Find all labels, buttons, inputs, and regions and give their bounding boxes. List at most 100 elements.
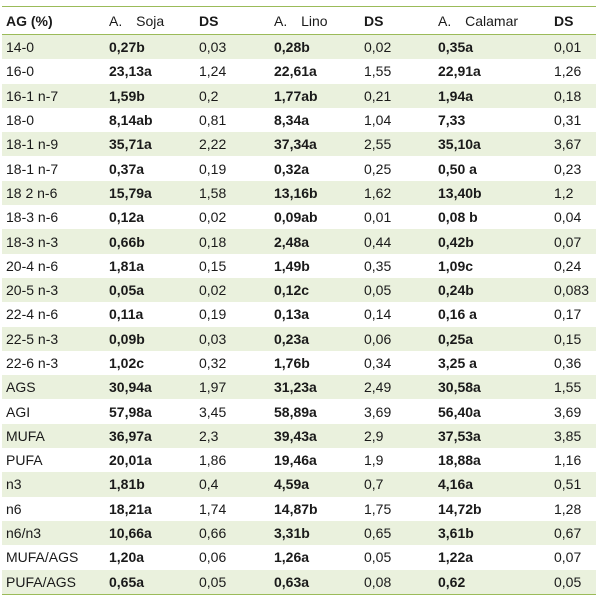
squid-value: 7,33 [438,112,466,129]
row-label: 22-6 n-3 [6,355,59,371]
linseed-sd: 2,9 [364,427,384,444]
table-row: 18-1 n-9 35,71a 2,22 37,34a 2,55 35,10a 3,67 [2,132,596,157]
header-linseed-oil: A. Lino [270,6,360,35]
squid-sd: 0,24 [554,257,582,274]
table-header: AG (%) A. Soja DS A. Lino DS A. Calamar … [2,6,596,35]
squid-sd: 0,18 [554,87,582,104]
row-label: AGS [6,379,36,396]
linseed-sd: 1,55 [364,63,392,80]
soy-value: 23,13a [109,63,152,80]
linseed-sd: 0,06 [364,330,392,347]
linseed-value: 1,49b [274,257,310,274]
squid-sd: 0,23 [554,160,582,177]
squid-value: 1,94a [438,87,474,104]
table-row: 18 2 n-6 15,79a 1,58 13,16b 1,62 13,40b 1,2 [2,180,596,206]
squid-sd: 0,51 [554,476,582,493]
table-row: 16-0 23,13a 1,24 22,61a 1,55 22,91a 1,26 [2,59,596,84]
table-row: PUFA/AGS 0,65a 0,05 0,63a 0,08 0,62 0,05 [2,569,596,595]
soy-value: 0,12a [109,209,145,226]
soy-sd: 0,05 [195,569,270,595]
row-label: 18-3 n-6 [6,209,59,226]
linseed-value: 13,16b [274,184,318,201]
squid-sd: 0,67 [554,525,582,542]
row-label: MUFA/AGS [6,549,79,566]
squid-value: 0,16 a [438,306,477,323]
squid-value: 0,35a [438,39,474,56]
fatty-acid-table-container: AG (%) A. Soja DS A. Lino DS A. Calamar … [2,6,596,595]
squid-sd: 1,2 [554,184,574,201]
squid-value: 0,62 [434,569,550,595]
linseed-value: 0,13a [274,306,310,323]
squid-sd: 0,07 [554,233,582,250]
table-row: 20-5 n-3 0,05a 0,02 0,12c 0,05 0,24b 0,083 [2,277,596,303]
soy-sd: 1,74 [199,500,227,517]
table-row: MUFA/AGS 1,20a 0,06 1,26a 0,05 1,22a 0,07 [2,545,596,570]
linseed-value: 22,61a [274,63,317,80]
soy-value: 0,09b [109,330,145,347]
row-label: PUFA [6,452,43,469]
squid-value: 1,09c [438,257,474,274]
linseed-sd: 0,08 [360,569,434,595]
squid-sd: 0,17 [554,306,582,323]
header-row: AG (%) A. Soja DS A. Lino DS A. Calamar … [2,6,596,35]
squid-value: 18,88a [438,452,481,469]
linseed-sd: 2,55 [364,136,392,153]
row-label: 22-5 n-3 [6,330,59,347]
linseed-value: 4,59a [274,476,310,493]
soy-value: 0,65a [105,569,195,595]
table-row: 18-3 n-6 0,12a 0,02 0,09ab 0,01 0,08 b 0,04 [2,205,596,230]
row-label: n6 [6,500,22,517]
table-row: n6 18,21a 1,74 14,87b 1,75 14,72b 1,28 [2,496,596,521]
table-row: 22-6 n-3 1,02c 0,32 1,76b 0,34 3,25 a 0,36 [2,350,596,376]
linseed-sd: 0,25 [364,160,392,177]
linseed-value: 0,28b [274,39,310,56]
linseed-value: 37,34a [274,136,317,153]
table-row: MUFA 36,97a 2,3 39,43a 2,9 37,53a 3,85 [2,423,596,449]
linseed-value: 1,76b [274,355,310,371]
soy-value: 8,14ab [109,112,153,129]
header-squid-oil: A. Calamar [434,6,550,35]
soy-value: 1,02c [109,355,145,371]
linseed-sd: 0,44 [364,233,392,250]
linseed-sd: 1,75 [364,500,392,517]
soy-value: 0,37a [109,160,145,177]
row-label: AGI [6,403,31,420]
soy-value: 0,11a [109,306,144,323]
linseed-value: 3,31b [274,525,310,542]
linseed-sd: 0,14 [364,306,392,323]
squid-value: 30,58a [438,379,481,396]
table-row: AGS 30,94a 1,97 31,23a 2,49 30,58a 1,55 [2,375,596,400]
linseed-value: 31,23a [274,379,317,396]
soy-value: 35,71a [109,136,152,153]
squid-value: 22,91a [438,63,481,80]
squid-sd: 0,07 [554,549,582,566]
linseed-sd: 0,05 [364,549,392,566]
soy-value: 1,81b [109,476,145,493]
table-row: 18-3 n-3 0,66b 0,18 2,48a 0,44 0,42b 0,07 [2,229,596,254]
soy-value: 0,27b [109,39,145,56]
row-label: 22-4 n-6 [6,306,59,323]
squid-sd: 0,15 [554,330,582,347]
soy-sd: 0,19 [199,306,227,323]
header-fatty-acid: AG (%) [2,6,105,35]
table-row: n6/n3 10,66a 0,66 3,31b 0,65 3,61b 0,67 [2,520,596,546]
soy-sd: 0,4 [199,476,219,493]
linseed-sd: 3,69 [364,403,392,420]
row-label: n3 [6,476,22,493]
linseed-value: 2,48a [274,233,310,250]
squid-value: 0,50 a [438,160,477,177]
linseed-sd: 0,05 [364,282,392,299]
soy-sd: 1,58 [199,184,227,201]
row-label: 20-4 n-6 [6,257,59,274]
soy-sd: 0,19 [199,160,227,177]
header-soy-sd: DS [195,6,270,35]
linseed-sd: 1,62 [364,184,392,201]
linseed-value: 0,12c [274,282,310,299]
soy-value: 20,01a [109,452,152,469]
soy-sd: 1,97 [199,379,227,396]
soy-sd: 0,15 [199,257,227,274]
soy-value: 10,66a [109,525,152,542]
linseed-value: 0,63a [270,569,360,595]
linseed-sd: 0,35 [364,257,392,274]
header-soy-oil: A. Soja [105,6,195,35]
